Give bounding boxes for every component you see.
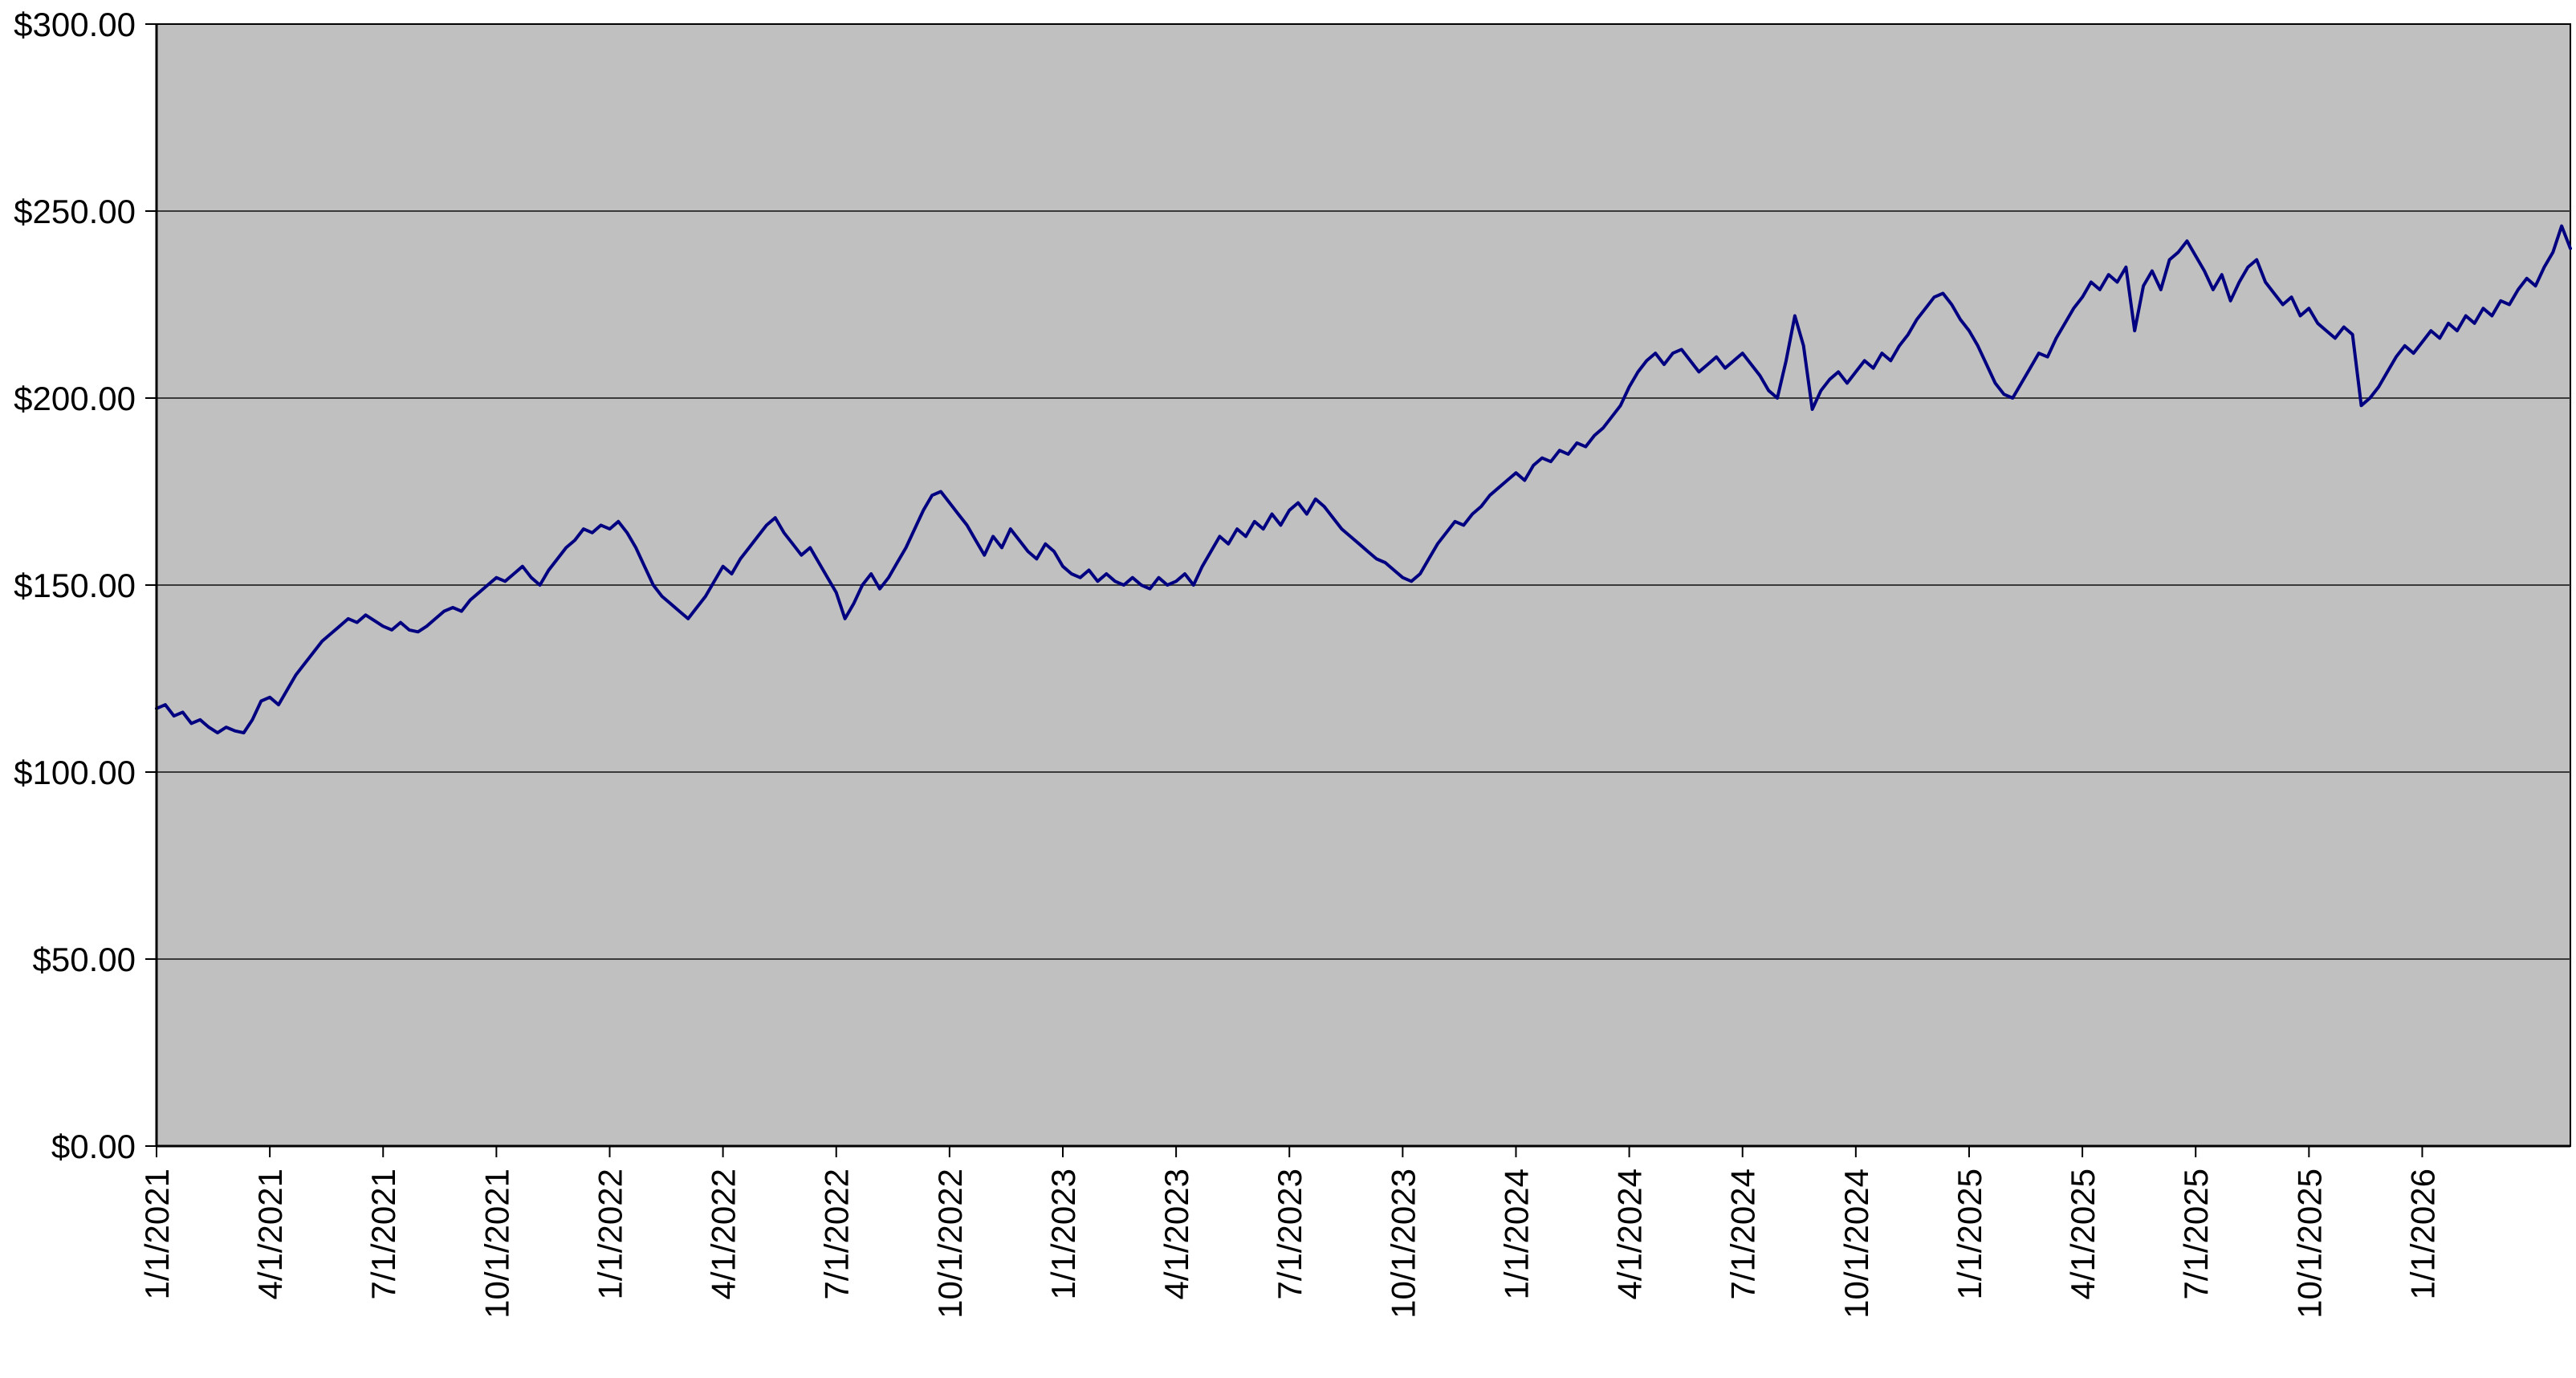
x-axis-label: 1/1/2024 [1497, 1169, 1535, 1300]
x-axis-label: 1/1/2025 [1951, 1169, 1988, 1300]
x-axis-label: 4/1/2024 [1611, 1169, 1649, 1300]
x-axis-label: 4/1/2025 [2064, 1169, 2102, 1300]
x-axis-label: 1/1/2022 [591, 1169, 629, 1300]
x-axis-label: 10/1/2021 [478, 1169, 515, 1319]
price-line [155, 224, 2572, 735]
x-axis-label: 10/1/2022 [931, 1169, 969, 1319]
x-axis-label: 4/1/2021 [251, 1169, 289, 1300]
y-axis-label: $0.00 [51, 1128, 136, 1165]
y-axis-label: $200.00 [14, 380, 136, 417]
x-axis-label: 1/1/2026 [2403, 1169, 2441, 1300]
x-axis-label: 7/1/2025 [2177, 1169, 2215, 1300]
x-axis-label: 7/1/2023 [1271, 1169, 1308, 1300]
x-axis-label: 7/1/2022 [818, 1169, 856, 1300]
y-axis-label: $150.00 [14, 567, 136, 604]
y-axis-label: $250.00 [14, 193, 136, 230]
x-axis-label: 4/1/2022 [705, 1169, 743, 1300]
x-axis-label: 10/1/2024 [1837, 1169, 1875, 1319]
x-axis-label: 7/1/2021 [364, 1169, 402, 1300]
y-axis-label: $50.00 [33, 941, 136, 978]
y-axis-label: $100.00 [14, 754, 136, 791]
x-axis-label: 4/1/2023 [1158, 1169, 1195, 1300]
x-axis-label: 7/1/2024 [1724, 1169, 1762, 1300]
x-axis-label: 1/1/2023 [1044, 1169, 1082, 1300]
x-axis-label: 1/1/2021 [138, 1169, 176, 1300]
y-axis-label: $300.00 [14, 6, 136, 43]
x-axis-label: 10/1/2023 [1384, 1169, 1422, 1319]
x-axis-label: 10/1/2025 [2290, 1169, 2328, 1319]
